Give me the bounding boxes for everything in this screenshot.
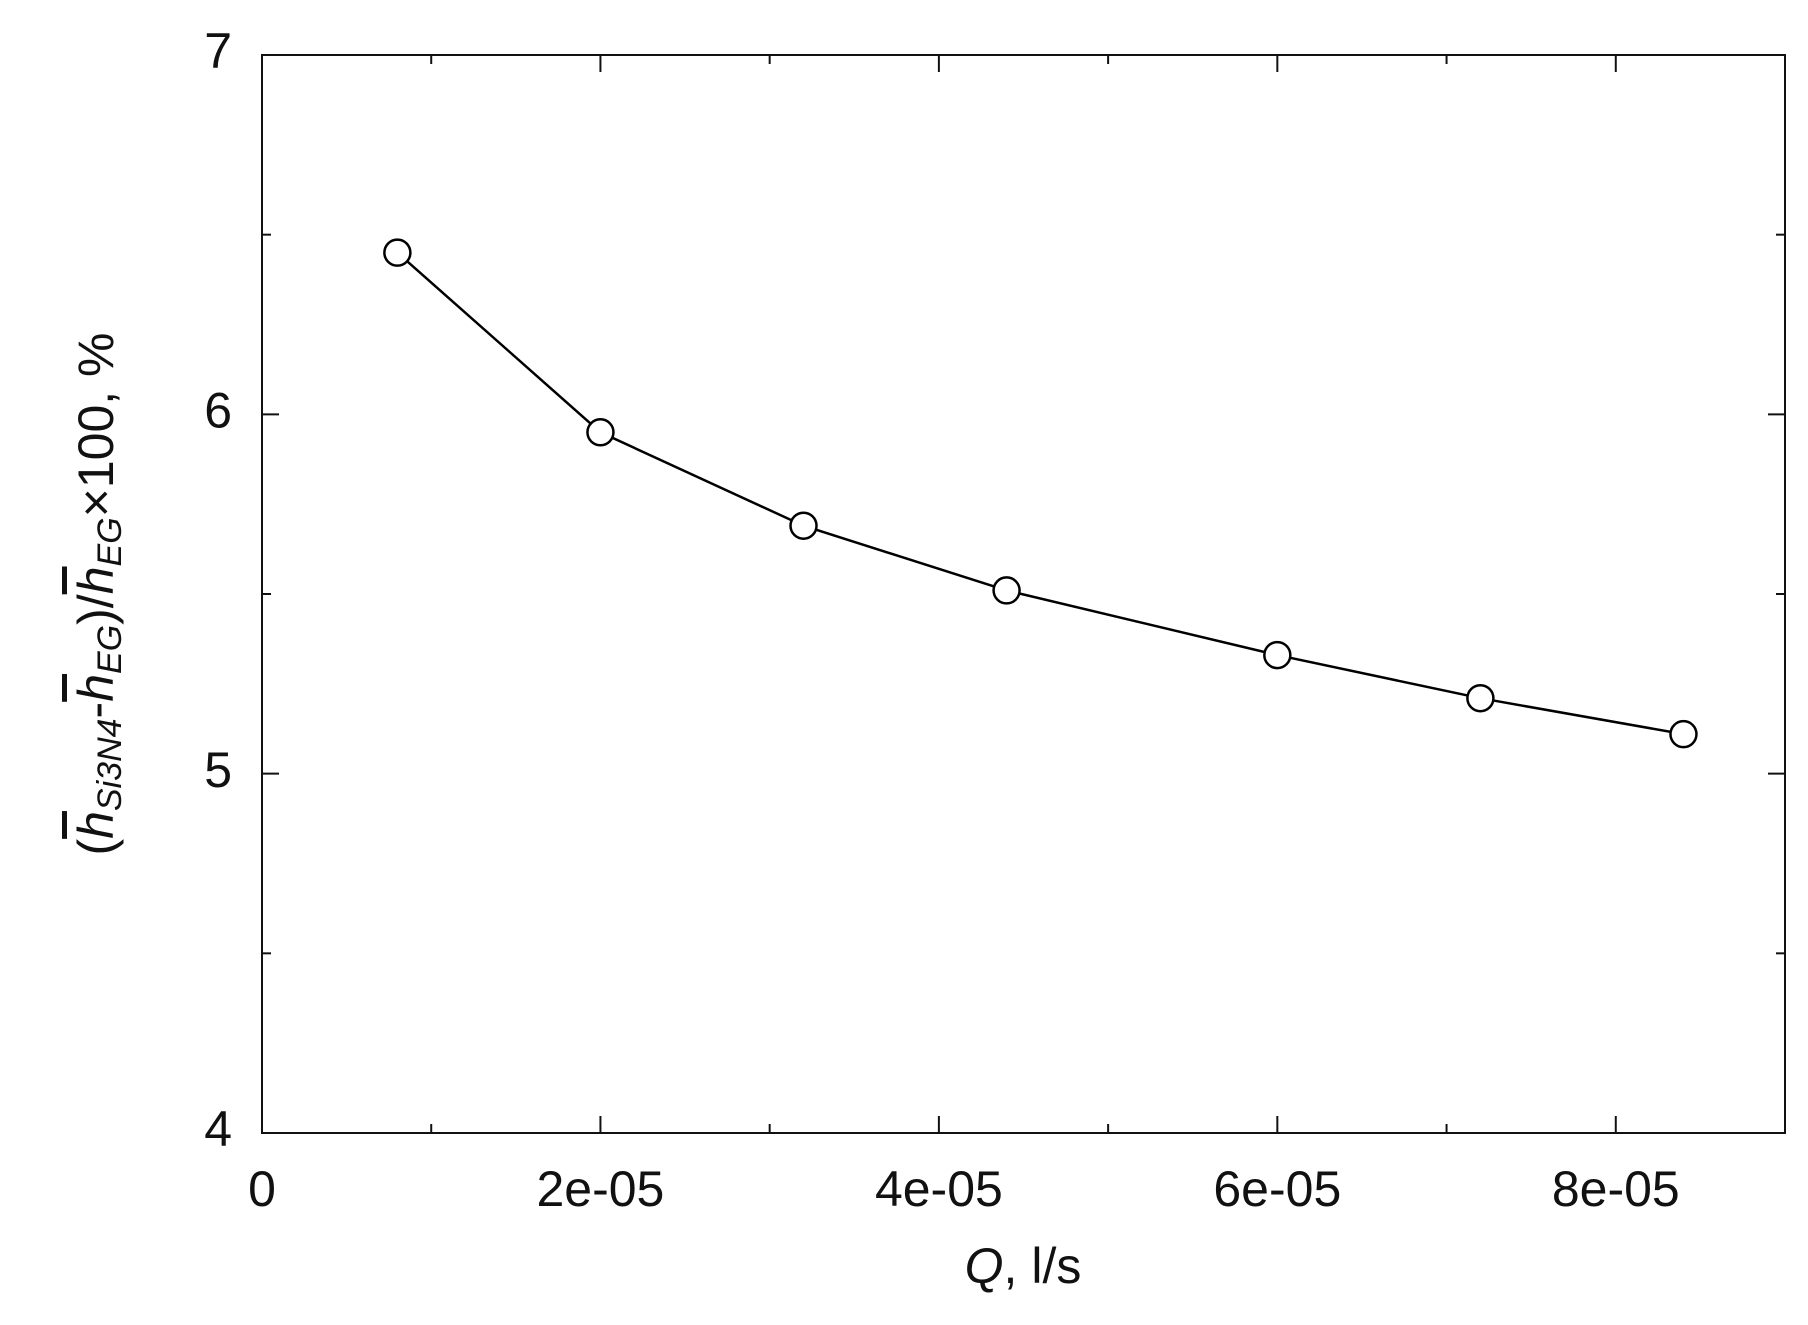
y-tick-label: 6 xyxy=(204,383,232,439)
data-point xyxy=(992,576,1021,605)
label-part: EG xyxy=(91,517,129,566)
label-part: Si3N4 xyxy=(91,718,129,811)
label-part: Q xyxy=(965,1238,1004,1294)
data-point xyxy=(383,238,412,267)
data-point xyxy=(789,511,818,540)
label-part: h xyxy=(68,811,124,839)
label-part: ( xyxy=(68,839,124,856)
data-line xyxy=(396,251,1684,736)
y-tick-label: 4 xyxy=(204,1101,232,1157)
data-point xyxy=(586,418,615,447)
label-part: h xyxy=(68,566,124,594)
data-point xyxy=(1466,683,1495,713)
x-tick-label: 8e-05 xyxy=(1552,1161,1680,1217)
y-tick-label: 7 xyxy=(204,23,232,79)
label-part: )/ xyxy=(68,594,124,625)
x-tick-label: 4e-05 xyxy=(875,1161,1003,1217)
label-part: ×100, % xyxy=(68,332,124,517)
x-tick-label: 2e-05 xyxy=(536,1161,664,1217)
label-part: h xyxy=(68,674,124,702)
x-tick-label: 6e-05 xyxy=(1213,1161,1341,1217)
label-part: EG xyxy=(91,625,129,674)
data-point xyxy=(1669,719,1698,749)
label-part: , l/s xyxy=(1004,1238,1082,1294)
label-part: - xyxy=(68,702,124,719)
y-tick-label: 5 xyxy=(204,742,232,798)
y-axis-label: (hSi3N4-hEG)/hEG×100, % xyxy=(68,332,129,855)
data-point xyxy=(1263,640,1292,670)
x-axis-label: Q, l/s xyxy=(965,1238,1082,1294)
x-tick-label: 0 xyxy=(248,1161,276,1217)
